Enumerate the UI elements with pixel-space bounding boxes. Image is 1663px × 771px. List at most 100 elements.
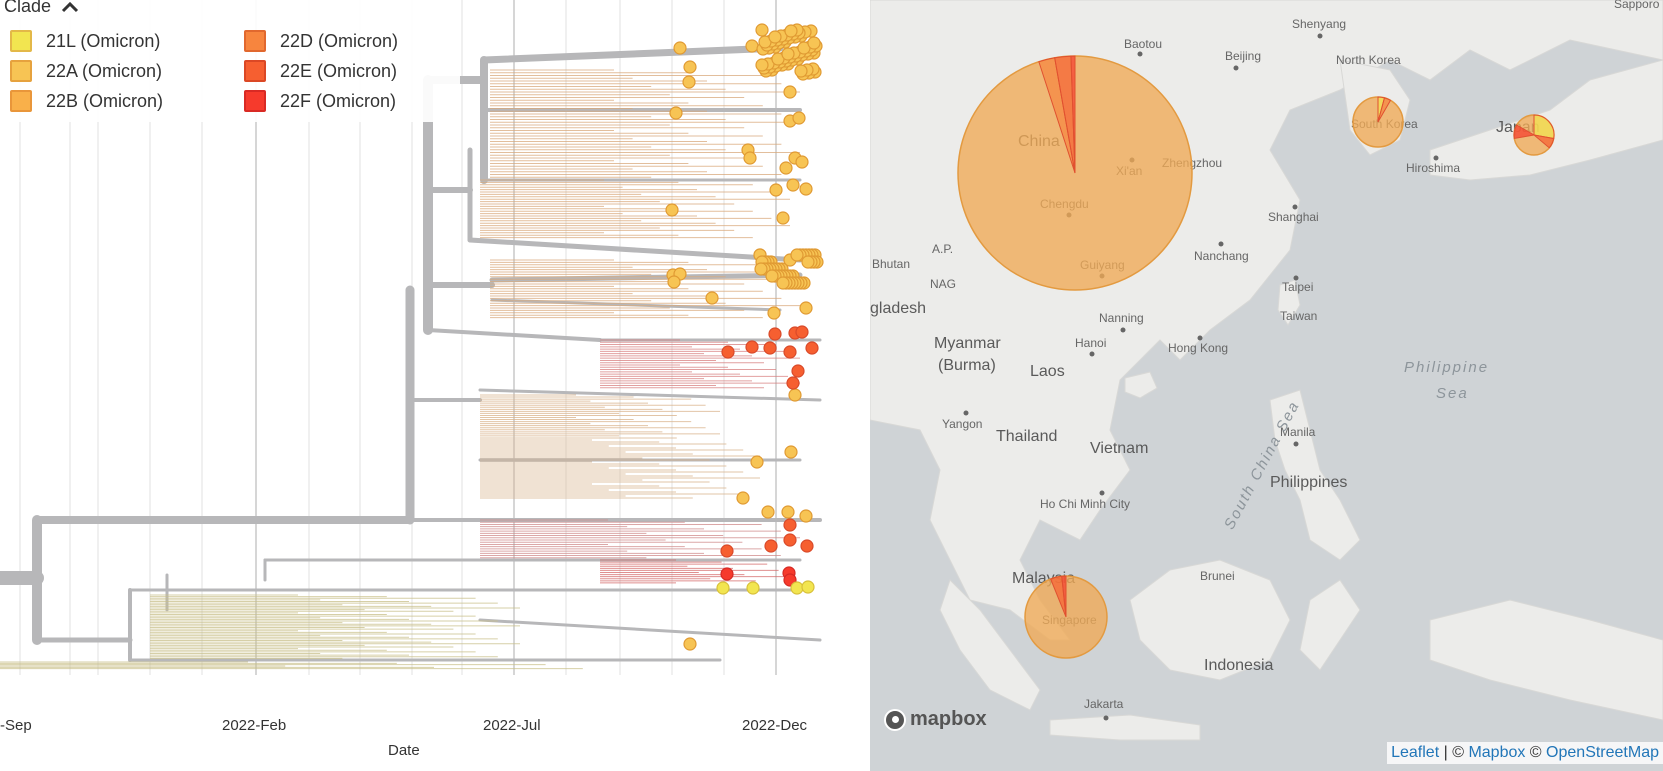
map-label: Vietnam — [1090, 440, 1148, 457]
legend-label: 22B (Omicron) — [46, 90, 164, 111]
map-pie-wedge — [1513, 124, 1536, 140]
tree-tip — [750, 455, 764, 469]
mapbox-logo-text: mapbox — [910, 708, 987, 730]
legend-swatch-22e — [244, 60, 266, 82]
map-label: (Burma) — [938, 357, 996, 374]
map-label: Ho Chi Minh City — [1040, 497, 1130, 511]
legend-item-22a[interactable]: 22A (Omicron) — [10, 58, 162, 84]
tree-tip — [743, 151, 757, 165]
tree-tip — [799, 301, 813, 315]
map-label: Beijing — [1225, 49, 1261, 63]
tick-label-dec: 2022-Dec — [742, 717, 808, 734]
legend-item-22f[interactable]: 22F (Omicron) — [244, 88, 396, 114]
tree-tip — [801, 255, 815, 269]
land-hainan — [1124, 371, 1158, 399]
tree-tip — [754, 262, 768, 276]
tree-tip — [783, 533, 797, 547]
tree-tip — [781, 47, 795, 61]
map-label: Nanchang — [1194, 249, 1249, 263]
chevron-up-icon[interactable] — [61, 0, 79, 14]
legend-swatch-21l — [10, 30, 32, 52]
tree-tip — [755, 23, 769, 37]
tree-branch — [478, 388, 822, 402]
map-label: gladesh — [870, 300, 926, 317]
land-sulawesi — [1299, 579, 1361, 671]
tree-tip — [776, 211, 790, 225]
tree-branches[interactable] — [0, 44, 822, 670]
tree-tip — [761, 505, 775, 519]
map-label: Baotou — [1124, 37, 1162, 51]
tree-tip — [669, 106, 683, 120]
tree-tip — [682, 75, 696, 89]
legend-swatch-22d — [244, 30, 266, 52]
legend-item-22d[interactable]: 22D (Omicron) — [244, 28, 398, 54]
tree-tip — [783, 345, 797, 359]
tree-tip — [768, 327, 782, 341]
tree-tip — [705, 291, 719, 305]
map-label: Indonesia — [1204, 657, 1273, 674]
map-label: Nanning — [1099, 311, 1144, 325]
osm-link[interactable]: OpenStreetMap — [1546, 744, 1659, 761]
tree-tip — [805, 341, 819, 355]
tree-tip — [790, 581, 804, 595]
tree-tip — [784, 24, 798, 38]
land-new-guinea — [1429, 599, 1663, 721]
map-label: NAG — [930, 277, 956, 291]
city-dot — [963, 410, 969, 416]
legend-label: 22D (Omicron) — [280, 30, 399, 51]
attribution-sep-1: | © — [1439, 744, 1469, 761]
map-pies[interactable] — [957, 55, 1555, 659]
map-label: Hanoi — [1075, 336, 1106, 350]
map-label: Philippines — [1270, 474, 1347, 491]
legend-item-21l[interactable]: 21L (Omicron) — [10, 28, 160, 54]
tree-panel[interactable]: -Sep 2022-Feb 2022-Jul 2022-Dec Date Cla… — [0, 0, 862, 771]
mapbox-link[interactable]: Mapbox — [1468, 744, 1526, 761]
map-label: Taipei — [1282, 280, 1313, 294]
land-borneo — [1129, 559, 1291, 681]
tree-tip — [795, 325, 809, 339]
mapbox-logo[interactable]: mapbox — [884, 708, 987, 731]
tree-branch — [490, 298, 782, 312]
tree-tip — [720, 544, 734, 558]
map-label: Laos — [1030, 363, 1065, 380]
tree-tip — [683, 60, 697, 74]
legend-item-22b[interactable]: 22B (Omicron) — [10, 88, 163, 114]
tree-tips[interactable] — [665, 23, 824, 651]
attribution-sep-2: © — [1525, 744, 1547, 761]
map-pie-wedge — [1070, 55, 1076, 174]
tree-tip — [783, 518, 797, 532]
city-dot — [1218, 241, 1224, 247]
city-dot — [1317, 33, 1323, 39]
tree-tip — [673, 41, 687, 55]
map-label: Hiroshima — [1406, 161, 1460, 175]
map-label: Taiwan — [1280, 309, 1317, 323]
city-dot — [1292, 204, 1298, 210]
map-label: Myanmar — [934, 335, 1001, 352]
tree-tip — [801, 580, 815, 594]
axis-title: Date — [388, 742, 420, 759]
legend-item-22e[interactable]: 22E (Omicron) — [244, 58, 397, 84]
map-label: Jakarta — [1084, 697, 1124, 711]
tree-tip — [791, 364, 805, 378]
tree-tip — [799, 509, 813, 523]
tree-tip — [800, 539, 814, 553]
tree-tip — [799, 182, 813, 196]
legend-title[interactable]: Clade — [4, 0, 79, 17]
map-attribution: Leaflet | © Mapbox © OpenStreetMap — [1387, 742, 1663, 764]
map-label: Sea — [1436, 385, 1469, 402]
phylogenetic-tree[interactable]: -Sep 2022-Feb 2022-Jul 2022-Dec Date — [0, 0, 862, 771]
tree-tip — [667, 275, 681, 289]
leaflet-link[interactable]: Leaflet — [1391, 744, 1440, 761]
map-pie-wedge — [1061, 575, 1067, 618]
city-dot — [1433, 155, 1439, 161]
city-dot — [1120, 327, 1126, 333]
tree-tip — [786, 178, 800, 192]
land-sumatra — [939, 579, 1041, 711]
city-dot — [1233, 65, 1239, 71]
tree-tip — [795, 155, 809, 169]
tree-tip — [790, 248, 804, 262]
tree-branch — [478, 618, 822, 642]
land-taiwan — [1277, 279, 1301, 326]
